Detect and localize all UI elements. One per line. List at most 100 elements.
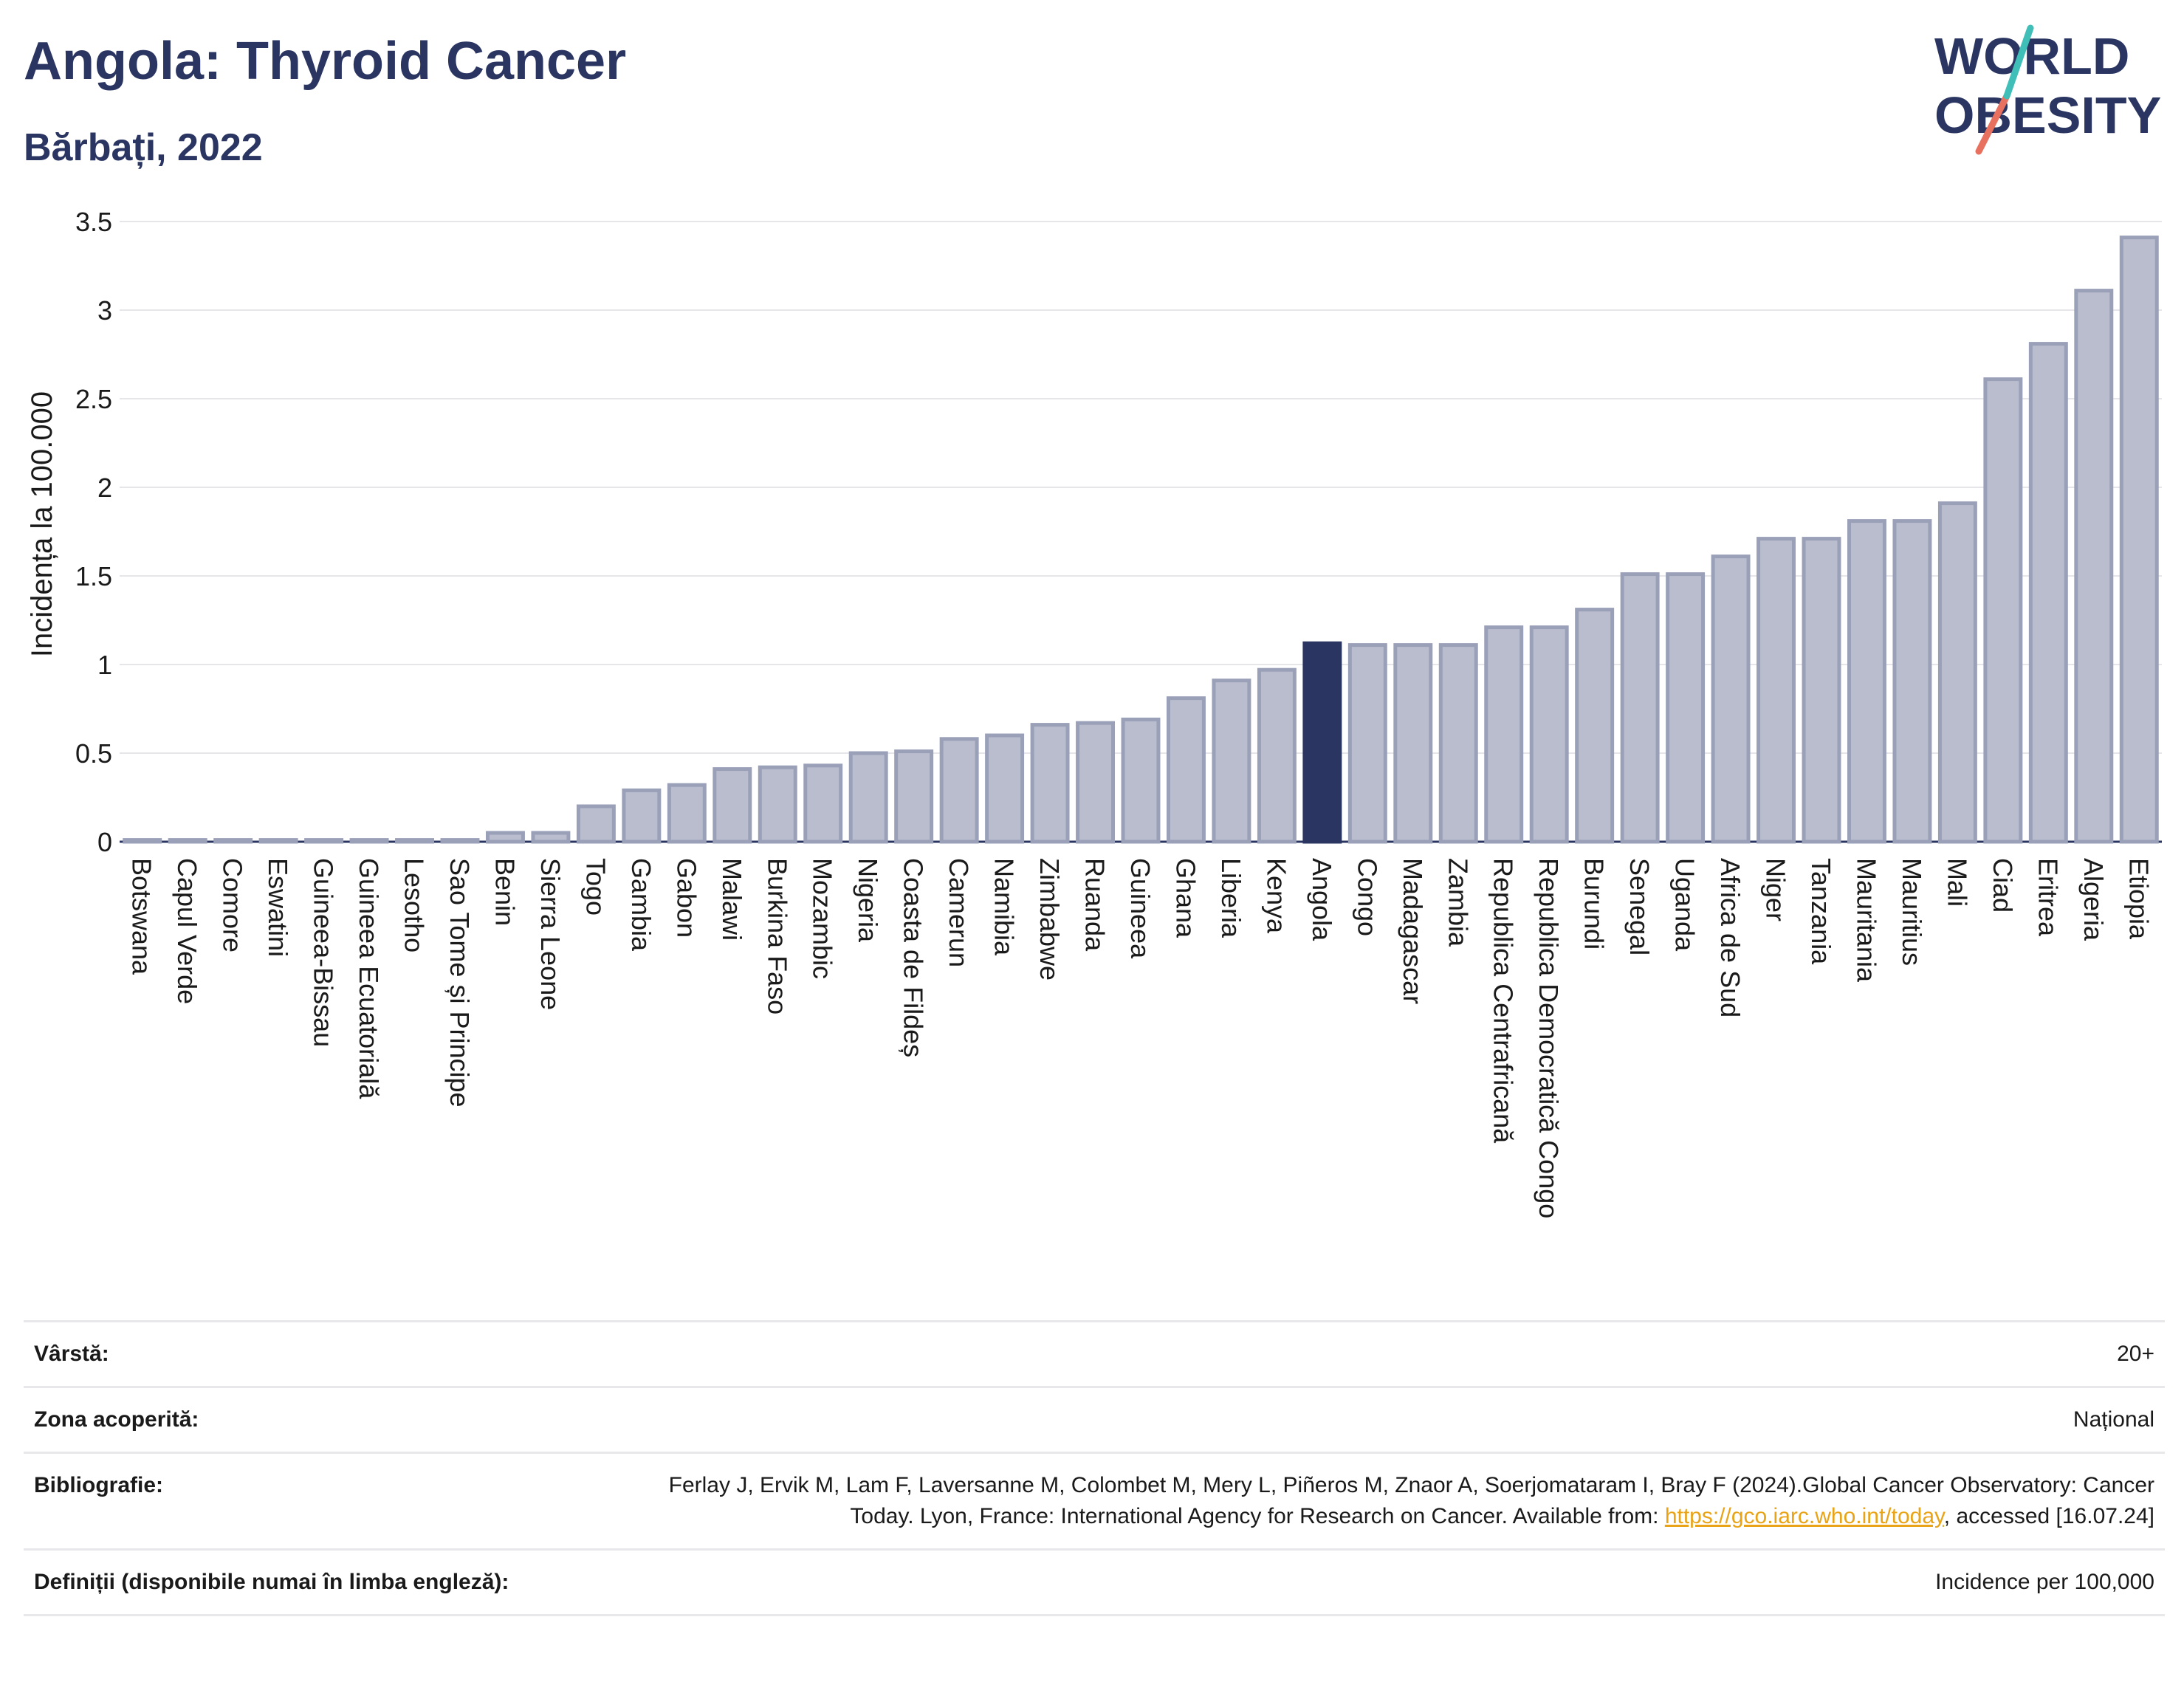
bar[interactable] — [2119, 236, 2159, 844]
y-axis-label: Incidența la 100.000 — [26, 391, 58, 657]
bar[interactable] — [1030, 723, 1070, 844]
bar[interactable] — [349, 838, 389, 844]
bar[interactable] — [258, 838, 298, 844]
bar[interactable] — [1757, 537, 1796, 844]
x-tick-label: Sierra Leone — [535, 858, 566, 1010]
x-tick-label: Eswatini — [263, 858, 293, 957]
bar[interactable] — [531, 831, 571, 844]
page-subtitle: Bărbați, 2022 — [24, 126, 263, 169]
bar[interactable] — [1937, 501, 1977, 844]
x-tick-label: Lesotho — [399, 858, 430, 952]
bar[interactable] — [213, 838, 253, 844]
bar[interactable] — [1393, 643, 1433, 844]
x-tick-label: Sao Tome și Principe — [444, 858, 475, 1108]
bar[interactable] — [1257, 667, 1297, 844]
y-tick-label: 2.5 — [75, 384, 112, 414]
y-tick-label: 2 — [97, 473, 112, 503]
bar[interactable] — [1666, 572, 1706, 844]
info-value-coverage: Național — [2073, 1407, 2154, 1432]
bar[interactable] — [1212, 679, 1251, 844]
x-tick-label: Senegal — [1624, 858, 1655, 955]
x-tick-label: Mauritania — [1851, 858, 1881, 983]
x-tick-label: Republica Democratică Congo — [1534, 858, 1564, 1218]
bibliography-text: Ferlay J, Ervik M, Lam F, Laversanne M, … — [668, 1473, 2154, 1528]
bar[interactable] — [576, 804, 616, 844]
x-tick-label: Togo — [580, 858, 611, 916]
bar[interactable] — [2074, 289, 2114, 844]
x-tick-label: Comore — [218, 858, 248, 952]
x-tick-label: Mali — [1942, 858, 1972, 907]
bar[interactable] — [803, 763, 843, 844]
info-value-age: 20+ — [2117, 1342, 2154, 1366]
bar[interactable] — [1347, 643, 1387, 844]
x-tick-label: Coasta de Fildeș — [899, 858, 929, 1057]
x-tick-label: Eritrea — [2033, 858, 2063, 937]
bar[interactable] — [712, 767, 752, 844]
bar[interactable] — [168, 838, 207, 844]
bar[interactable] — [304, 838, 344, 844]
x-tick-label: Burundi — [1579, 858, 1610, 950]
x-tick-label: Zimbabwe — [1034, 858, 1065, 981]
bibliography-link[interactable]: https://gco.iarc.who.int/today — [1664, 1504, 1944, 1528]
x-tick-label: Mozambic — [808, 858, 838, 979]
x-tick-label: Republica Centrafricană — [1488, 858, 1519, 1144]
bar[interactable] — [1529, 625, 1569, 844]
x-tick-label: Zambia — [1443, 858, 1473, 947]
bar[interactable] — [622, 788, 662, 844]
bar[interactable] — [848, 751, 888, 844]
x-tick-label: Angola — [1307, 858, 1337, 941]
x-tick-label: Uganda — [1670, 858, 1700, 952]
bar[interactable] — [1166, 696, 1206, 844]
x-tick-label: Guineea-Bissau — [309, 858, 339, 1047]
x-tick-label: Guineea Ecuatorială — [354, 858, 384, 1099]
x-tick-label: Gabon — [671, 858, 701, 938]
info-label-coverage: Zona acoperită: — [34, 1407, 199, 1432]
bar[interactable] — [1575, 608, 1615, 844]
x-tick-label: Camerun — [944, 858, 974, 967]
x-tick-label: Namibia — [989, 858, 1020, 956]
bar[interactable] — [1983, 377, 2023, 844]
info-row-bibliography: Bibliografie: Ferlay J, Ervik M, Lam F, … — [24, 1452, 2165, 1548]
bar[interactable] — [2028, 342, 2068, 844]
bar[interactable] — [1121, 717, 1161, 844]
info-label-age: Vârstă: — [34, 1342, 109, 1366]
bar[interactable] — [440, 838, 480, 844]
bar[interactable] — [395, 838, 435, 844]
bar[interactable] — [1620, 572, 1660, 844]
x-tick-label: Benin — [490, 858, 520, 926]
x-tick-label: Niger — [1761, 858, 1791, 921]
bar[interactable] — [985, 733, 1025, 844]
x-tick-label: Botswana — [127, 858, 157, 975]
bar[interactable] — [939, 737, 979, 844]
bar[interactable] — [485, 831, 525, 844]
x-tick-label: Capul Verde — [172, 858, 202, 1004]
x-tick-label: Algeria — [2078, 858, 2109, 941]
x-tick-label: Ruanda — [1080, 858, 1110, 952]
bar[interactable] — [667, 783, 707, 844]
info-table: Vârstă: 20+ Zona acoperită: Național Bib… — [24, 1320, 2165, 1616]
x-axis-ticks: Botswana Capul Verde Comore Eswatini Guineea… — [127, 858, 2154, 1218]
x-tick-label: Ciad — [1988, 858, 2018, 913]
bar[interactable] — [1711, 555, 1751, 844]
x-tick-label: Burkina Faso — [762, 858, 792, 1014]
bar[interactable] — [1892, 519, 1932, 844]
bar-highlight[interactable] — [1302, 641, 1342, 844]
bar[interactable] — [123, 838, 162, 844]
bar[interactable] — [1484, 625, 1524, 844]
y-tick-label: 3.5 — [75, 207, 112, 237]
svg-text:WORLD: WORLD — [1934, 27, 2129, 85]
bar[interactable] — [1802, 537, 1841, 844]
bar[interactable] — [1076, 721, 1116, 844]
x-tick-label: Tanzania — [1806, 858, 1836, 965]
bar[interactable] — [1847, 519, 1886, 844]
info-value-definitions: Incidence per 100,000 — [1935, 1570, 2154, 1594]
y-tick-label: 1.5 — [75, 561, 112, 591]
x-tick-label: Congo — [1352, 858, 1382, 936]
bar[interactable] — [1438, 643, 1478, 844]
info-label-definitions: Definiții (disponibile numai în limba en… — [34, 1570, 509, 1594]
info-row-definitions: Definiții (disponibile numai în limba en… — [24, 1548, 2165, 1616]
x-tick-label: Etiopia — [2123, 858, 2154, 940]
bar[interactable] — [894, 749, 934, 844]
bar[interactable] — [758, 765, 797, 844]
x-tick-label: Africa de Sud — [1715, 858, 1745, 1017]
